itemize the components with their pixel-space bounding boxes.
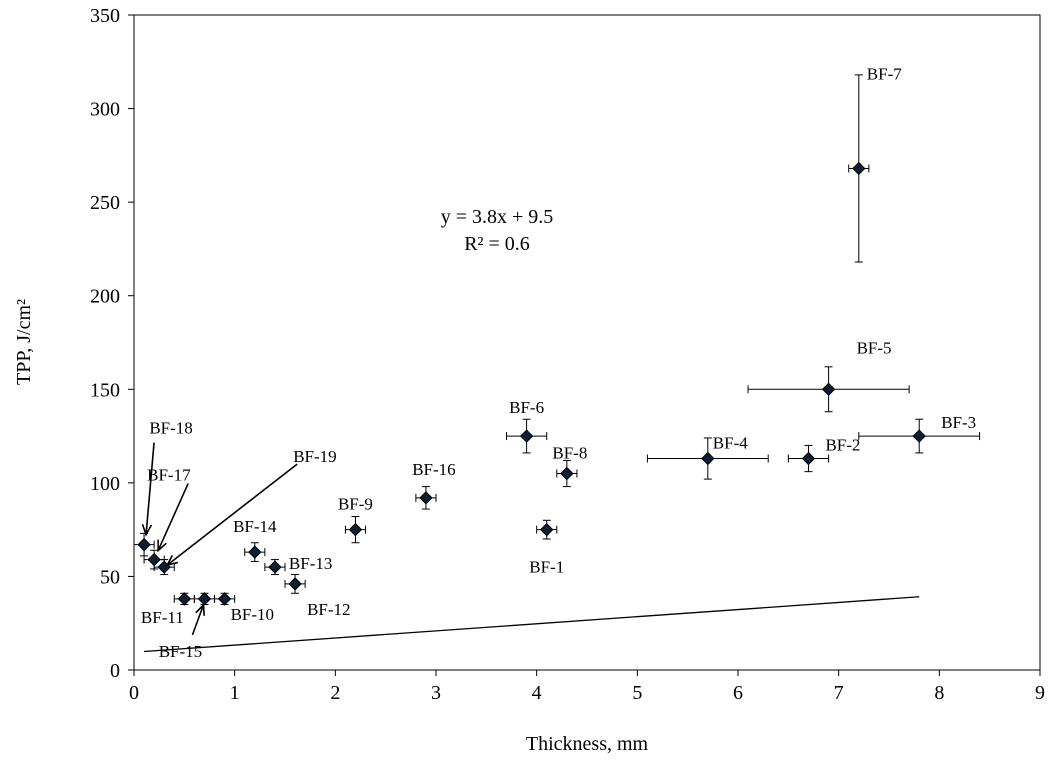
data-point-marker [137, 537, 151, 552]
x-tick-label: 0 [129, 682, 139, 704]
y-tick-label: 100 [90, 473, 120, 495]
data-point-label: BF-1 [529, 558, 564, 577]
trendline [144, 596, 920, 653]
data-point-label: BF-10 [231, 605, 274, 624]
data-point-marker [540, 522, 554, 537]
callout-arrow [165, 463, 298, 567]
y-tick-label: 50 [100, 566, 120, 588]
y-axis-title: TPP, J/cm² [13, 299, 35, 385]
data-point-label: BF-14 [233, 517, 277, 536]
data-point-label: BF-9 [338, 495, 373, 514]
x-axis: 0 1 2 3 4 5 6 7 8 9 [129, 670, 1045, 704]
data-point-label: BF-18 [149, 419, 192, 438]
data-point-marker [912, 429, 926, 443]
trendline-equation: y = 3.8x + 9.5 [441, 206, 554, 228]
data-point-label: BF-7 [867, 64, 902, 83]
plot-area [133, 14, 1041, 671]
data-point-marker [419, 491, 433, 505]
x-tick-label: 4 [532, 682, 542, 704]
y-tick-label: 150 [90, 379, 120, 401]
y-tick-label: 0 [110, 660, 120, 682]
x-tick-label: 1 [230, 682, 240, 704]
data-point-marker [147, 552, 161, 567]
point-labels-layer: BF-1 BF-2 BF-3 BF-4 BF-5 BF-6 BF-7 BF-8 BF-9 BF-1… [141, 64, 976, 660]
data-point-label: BF-6 [509, 398, 544, 417]
callout-arrow [157, 483, 189, 553]
callout-arrow [191, 603, 206, 636]
data-point-label: BF-16 [412, 460, 455, 479]
y-axis: 0 50 100 150 200 250 300 350 [90, 5, 134, 682]
callout-arrow [141, 442, 155, 537]
x-axis-title: Thickness, mm [526, 733, 649, 755]
callout-arrows-layer [141, 442, 298, 636]
data-point-label: BF-11 [141, 608, 184, 627]
data-point-marker [197, 592, 212, 606]
x-tick-label: 8 [934, 682, 944, 704]
x-tick-label: 2 [330, 682, 340, 704]
x-tick-label: 9 [1035, 682, 1045, 704]
data-point-label: BF-4 [713, 434, 748, 453]
data-point-marker [519, 429, 534, 443]
y-tick-label: 300 [90, 99, 120, 121]
data-point-marker [801, 451, 816, 466]
data-point-label: BF-13 [289, 554, 332, 573]
data-point-label: BF-3 [941, 413, 976, 432]
y-tick-label: 350 [90, 5, 120, 27]
x-tick-label: 5 [632, 682, 642, 704]
plot-frame [133, 14, 1041, 671]
markers-layer [137, 161, 926, 606]
data-point-marker [248, 545, 262, 559]
x-tick-label: 6 [733, 682, 743, 704]
data-point-marker [348, 522, 363, 537]
data-point-label: BF-19 [293, 447, 336, 466]
data-point-label: BF-15 [159, 642, 202, 661]
x-tick-label: 3 [431, 682, 441, 704]
x-tick-label: 7 [834, 682, 844, 704]
data-point-marker [701, 451, 715, 466]
data-point-label: BF-12 [307, 600, 350, 619]
data-point-marker [852, 161, 866, 176]
data-point-label: BF-17 [147, 466, 191, 485]
data-point-label: BF-8 [552, 444, 587, 463]
y-tick-label: 250 [90, 192, 120, 214]
data-point-label: BF-2 [825, 436, 860, 455]
data-point-marker [560, 466, 574, 481]
trendline-r-squared: R² = 0.6 [464, 233, 530, 255]
data-point-label: BF-5 [857, 338, 892, 357]
error-bar [344, 516, 367, 544]
data-point-marker [821, 382, 836, 396]
data-point-marker [217, 592, 232, 606]
trendline-layer [144, 596, 920, 653]
data-point-marker [268, 560, 282, 574]
y-tick-label: 200 [90, 286, 120, 308]
data-point-marker [177, 592, 192, 606]
data-point-marker [288, 577, 302, 591]
